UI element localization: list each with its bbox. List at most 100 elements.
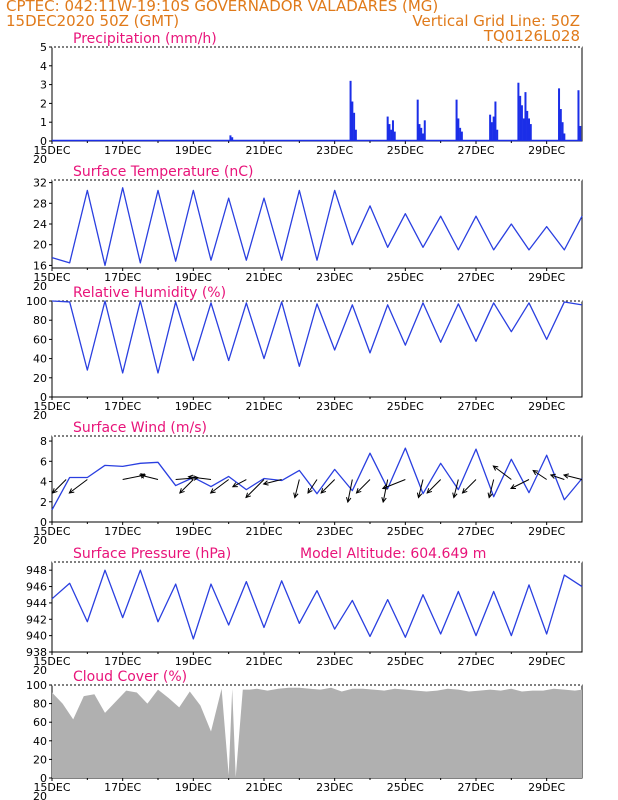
wind-vector-head — [51, 488, 58, 494]
wind-vector — [263, 479, 282, 485]
precip-bar — [496, 129, 499, 141]
precip-bar — [529, 124, 532, 141]
precip-bar — [455, 99, 458, 141]
wind-vector — [347, 479, 353, 503]
wind-vector-head — [381, 484, 388, 490]
x-tick-label: 23DEC — [316, 655, 353, 668]
y-tick-label: 20 — [33, 753, 47, 766]
wind-vector — [426, 479, 442, 494]
x-tick-label: 23DEC — [316, 144, 353, 157]
x-tick-label: 29DEC — [528, 525, 565, 538]
precip-bar — [349, 80, 352, 141]
x-tick-label: 27DEC — [457, 144, 494, 157]
x-tick-label: 15DEC — [33, 655, 70, 668]
cloud-cover-area — [52, 687, 582, 778]
y-tick-label: 1 — [40, 116, 47, 129]
precip-bar — [353, 112, 356, 141]
wind-vector — [550, 474, 565, 480]
wind-vector-head — [262, 480, 269, 486]
x-year-label: 20 — [33, 534, 47, 547]
panel-title: Surface Temperature (nC) — [73, 164, 254, 180]
panel-annotation: Model Altitude: 604.649 m — [300, 546, 486, 562]
precip-bar — [524, 92, 527, 141]
panel-frame — [51, 300, 583, 398]
precip-bar — [388, 124, 391, 141]
wind-vector — [232, 479, 247, 488]
y-tick-label: 40 — [33, 735, 47, 748]
y-tick-label: 32 — [33, 177, 47, 190]
x-tick-label: 29DEC — [528, 144, 565, 157]
wind-vector — [245, 479, 265, 498]
x-tick-label: 19DEC — [175, 781, 212, 794]
x-year-label: 20 — [33, 280, 47, 293]
x-tick-label: 25DEC — [387, 525, 424, 538]
header-right-line1: Vertical Grid Line: 50Z — [412, 12, 580, 30]
x-tick-label: 27DEC — [457, 400, 494, 413]
wind-vector-head — [426, 488, 433, 494]
precip-bar — [559, 109, 562, 141]
precip-bar — [492, 116, 495, 141]
precip-bar — [420, 127, 423, 141]
wind-vector — [188, 476, 212, 481]
wind-vector-head — [487, 492, 493, 499]
x-tick-label: 27DEC — [457, 781, 494, 794]
x-year-label: 20 — [33, 664, 47, 677]
wind-vector-head — [492, 465, 499, 471]
wind-vector-head — [320, 488, 327, 494]
wind-vector — [563, 474, 583, 480]
x-tick-label: 15DEC — [33, 271, 70, 284]
wind-vector — [382, 479, 389, 503]
precip-bar — [418, 124, 421, 141]
x-tick-label: 29DEC — [528, 655, 565, 668]
wind-vector — [307, 479, 318, 494]
x-year-label: 20 — [33, 153, 47, 166]
wind-vector-head — [209, 488, 216, 494]
wind-vector — [320, 479, 336, 494]
x-tick-label: 15DEC — [33, 525, 70, 538]
wind-vector-head — [231, 482, 238, 488]
y-tick-label: 6 — [40, 455, 47, 468]
precip-bar — [520, 105, 523, 141]
y-tick-label: 28 — [33, 197, 47, 210]
wind-vector — [139, 474, 159, 480]
x-tick-label: 15DEC — [33, 400, 70, 413]
wind-vector-head — [187, 474, 194, 481]
precip-bar — [416, 99, 419, 141]
x-tick-label: 29DEC — [528, 781, 565, 794]
x-tick-label: 23DEC — [316, 271, 353, 284]
wind-vector-head — [355, 488, 362, 494]
x-tick-label: 23DEC — [316, 525, 353, 538]
precip-bar — [390, 129, 393, 141]
y-tick-label: 0 — [40, 391, 47, 404]
panel-title: Surface Wind (m/s) — [73, 420, 207, 436]
wind-vector-head — [179, 488, 185, 494]
x-tick-label: 17DEC — [104, 271, 141, 284]
precip-bar — [519, 95, 522, 141]
x-tick-label: 25DEC — [387, 271, 424, 284]
y-tick-label: 0 — [40, 772, 47, 785]
wind-vector — [510, 479, 530, 489]
x-tick-label: 17DEC — [104, 400, 141, 413]
y-tick-label: 938 — [26, 646, 47, 659]
wind-vector-head — [138, 473, 145, 479]
wind-vector — [493, 465, 512, 480]
x-tick-label: 19DEC — [175, 655, 212, 668]
y-tick-label: 2 — [40, 97, 47, 110]
panel-title: Cloud Cover (%) — [73, 669, 187, 685]
y-tick-label: 20 — [33, 239, 47, 252]
y-tick-label: 0 — [40, 135, 47, 148]
wind-vector — [532, 470, 547, 480]
precip-bar — [489, 114, 492, 141]
wind-vector-head — [68, 488, 75, 494]
y-tick-label: 8 — [40, 435, 47, 448]
y-tick-label: 24 — [33, 218, 47, 231]
x-tick-label: 25DEC — [387, 144, 424, 157]
precip-bar — [393, 131, 396, 141]
x-tick-label: 21DEC — [245, 271, 282, 284]
x-tick-label: 27DEC — [457, 525, 494, 538]
y-tick-label: 20 — [33, 372, 47, 385]
precip-bar — [558, 88, 561, 141]
precip-bar — [459, 127, 462, 141]
precip-bar — [494, 101, 497, 141]
header-left-line1: CPTEC: 042:11W-19:10S GOVERNADOR VALADAR… — [6, 0, 439, 15]
